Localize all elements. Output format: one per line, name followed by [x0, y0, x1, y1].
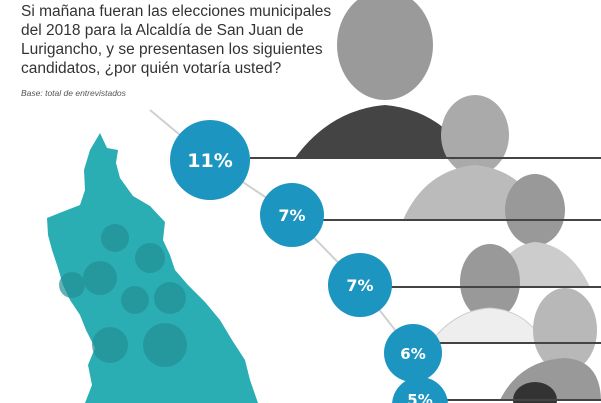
value-label: 6% [400, 345, 425, 363]
candidate-photo-2 [441, 95, 509, 175]
value-label: 5% [407, 391, 432, 403]
candidate-photo-4 [460, 244, 520, 320]
value-label: 7% [278, 206, 305, 225]
candidate-photo-6 [513, 382, 557, 403]
value-circles: 11% 7% 7% 6% 5% [170, 120, 448, 403]
candidate-photo-1 [337, 0, 433, 100]
value-label: 11% [187, 150, 232, 172]
lines [250, 157, 601, 401]
chart-title: Si mañana fueran las elecciones municipa… [21, 3, 332, 77]
candidate-photo-3 [505, 174, 565, 246]
candidate-photos [295, 0, 601, 403]
candidate-photo-5 [533, 288, 597, 372]
value-label: 7% [346, 276, 373, 295]
map-pattern [59, 224, 187, 367]
chart-base-note: Base: total de entrevistados [21, 88, 126, 98]
